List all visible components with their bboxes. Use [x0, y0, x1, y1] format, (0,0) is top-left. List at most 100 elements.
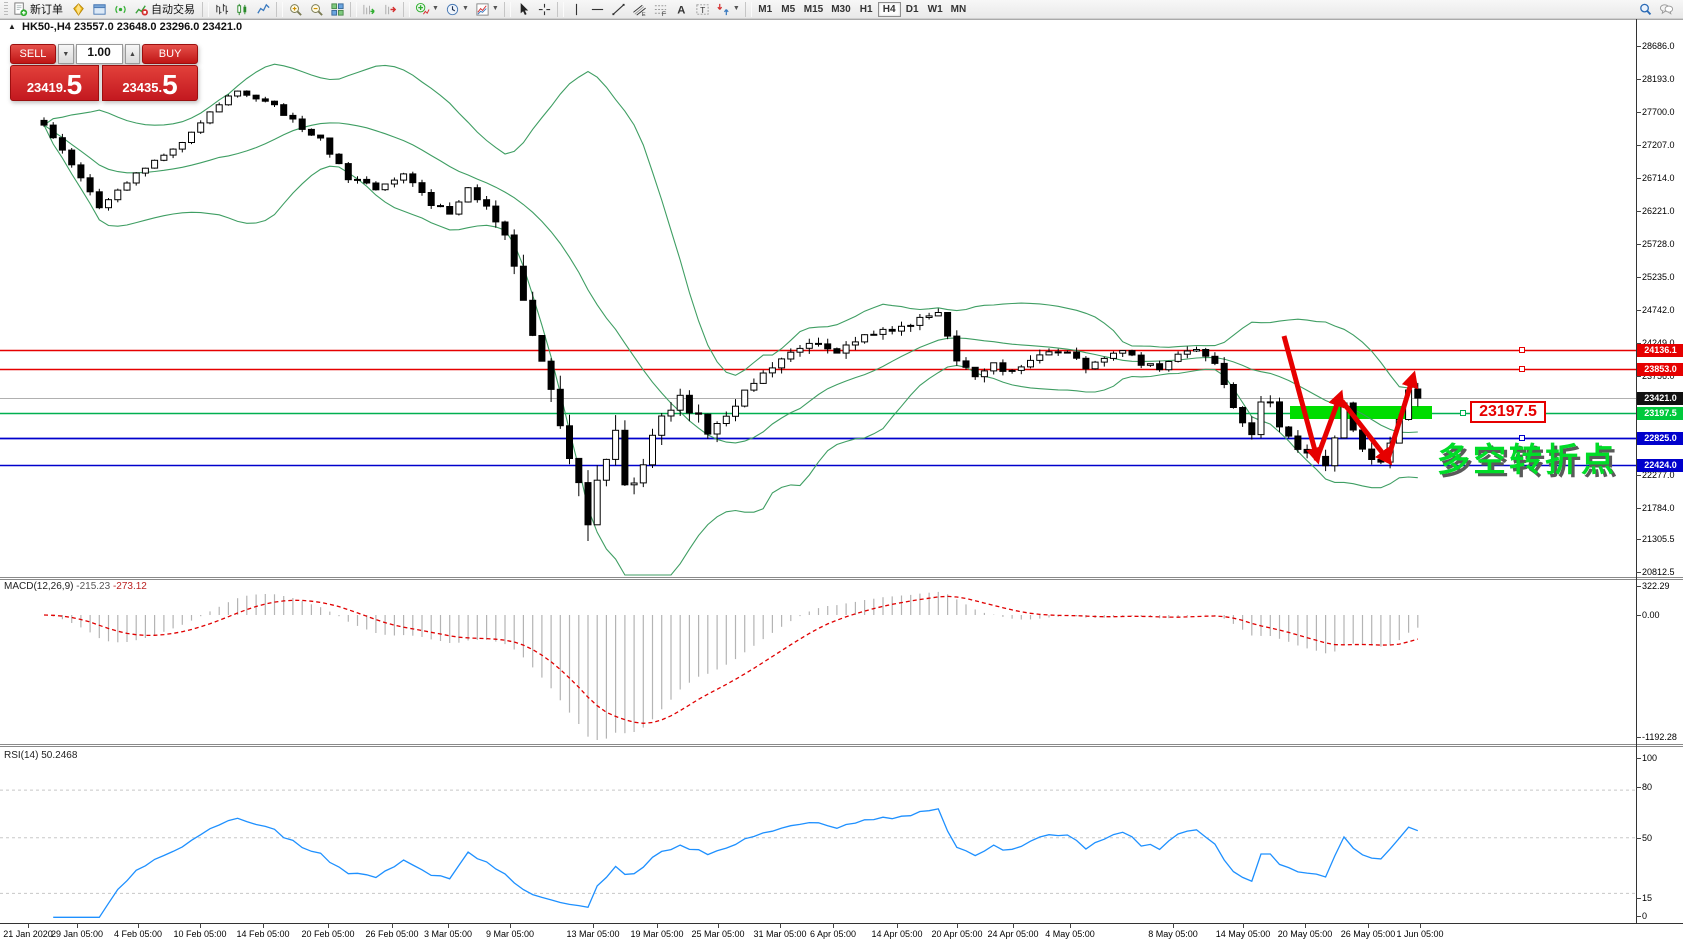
- toolbar-horizontal-line-button[interactable]: [587, 1, 608, 18]
- horizontal-line-icon: [591, 8, 603, 10]
- toolbar-equidistant-channel-button[interactable]: E: [629, 1, 650, 18]
- support-price-label: 23197.5: [1470, 401, 1546, 423]
- time-axis-tick: [657, 923, 658, 928]
- arrows-icon: [717, 3, 729, 15]
- rsi-line: [53, 808, 1419, 918]
- toolbar-symbols-button[interactable]: [68, 1, 89, 18]
- price-axis-tick: [1636, 178, 1641, 179]
- time-axis-label: 3 Mar 05:00: [423, 929, 473, 939]
- timeframe-h1-button[interactable]: H1: [859, 3, 873, 15]
- collapse-trade-panel-icon[interactable]: ▲: [8, 22, 16, 31]
- toolbar-text-button[interactable]: A: [671, 1, 692, 18]
- vertical-line-icon: [575, 3, 577, 15]
- price-axis-tick: [1636, 277, 1641, 278]
- price-axis-tick: [1636, 572, 1641, 573]
- time-axis-tick: [392, 923, 393, 928]
- toolbar-autotrading-button[interactable]: 自动交易: [131, 1, 200, 18]
- toolbar-indicators-button[interactable]: ▼: [412, 1, 442, 18]
- timeframe-w1-button[interactable]: W1: [927, 3, 943, 15]
- toolbar-chart-shift-button[interactable]: [380, 1, 401, 18]
- volume-increase-button[interactable]: ▲: [124, 44, 141, 64]
- zoom-out-icon: [311, 3, 323, 16]
- price-axis-label: 28686.0: [1642, 41, 1675, 51]
- rsi-axis-label: 80: [1642, 782, 1653, 792]
- toolbar-bar-chart-button[interactable]: [211, 1, 232, 18]
- sell-price-button[interactable]: 23419. 5: [10, 65, 99, 101]
- toolbar-search-button[interactable]: [1635, 1, 1656, 18]
- candlestick-chart-icon: [237, 3, 247, 15]
- toolbar-zoom-in-button[interactable]: [285, 1, 306, 18]
- time-axis-label: 31 Mar 05:00: [753, 929, 807, 939]
- buy-price-button[interactable]: 23435. 5: [102, 65, 198, 101]
- timeframe-m30-button[interactable]: M30: [831, 3, 851, 15]
- price-badge-24136.1: 24136.1: [1637, 343, 1683, 357]
- support-rectangle[interactable]: [1290, 406, 1432, 419]
- rsi-axis-label: 15: [1642, 893, 1653, 903]
- toolbar-chat-button[interactable]: [1656, 1, 1677, 18]
- time-axis-tick: [1173, 923, 1174, 928]
- time-axis-tick: [957, 923, 958, 928]
- time-axis-tick: [1013, 923, 1014, 928]
- toolbar-line-chart-button[interactable]: [253, 1, 274, 18]
- toolbar-trendline-button[interactable]: [608, 1, 629, 18]
- toolbar-periods-button[interactable]: ▼: [442, 1, 472, 18]
- time-axis-label: 29 Jan 05:00: [50, 929, 104, 939]
- equidistant-channel-icon: E: [632, 4, 646, 17]
- volume-decrease-button[interactable]: ▼: [57, 44, 74, 64]
- time-axis-tick: [448, 923, 449, 928]
- indicators-icon: [415, 2, 430, 14]
- time-axis-tick: [1305, 923, 1306, 928]
- time-axis-tick: [28, 923, 29, 928]
- timeframe-mn-button[interactable]: MN: [950, 3, 967, 15]
- time-axis-tick: [1070, 923, 1071, 928]
- toolbar-candlestick-chart-button[interactable]: [232, 1, 253, 18]
- rsi-axis-tick: [1636, 838, 1641, 839]
- buy-button[interactable]: BUY: [142, 44, 198, 64]
- toolbar-arrows-button[interactable]: ▼: [713, 1, 743, 18]
- time-axis-label: 8 May 05:00: [1148, 929, 1198, 939]
- toolbar-market-window-button[interactable]: [89, 1, 110, 18]
- svg-text:A: A: [677, 4, 685, 16]
- toolbar-vertical-line-button[interactable]: [566, 1, 587, 18]
- timeframe-h4-button[interactable]: H4: [877, 1, 901, 17]
- timeframe-d1-button[interactable]: D1: [905, 3, 919, 15]
- pane-frames: [0, 19, 1683, 924]
- trendline-icon: [612, 3, 625, 15]
- timeframe-m5-button[interactable]: M5: [781, 3, 796, 15]
- time-axis-label: 19 Mar 05:00: [630, 929, 684, 939]
- toolbar-crosshair-button[interactable]: [534, 1, 555, 18]
- bar-chart-icon: [216, 3, 229, 14]
- line-handles[interactable]: [1460, 347, 1525, 441]
- toolbar-tile-windows-button[interactable]: [327, 1, 348, 18]
- timeframe-m1-button[interactable]: M1: [758, 3, 773, 15]
- toolbar-auto-scroll-button[interactable]: [359, 1, 380, 18]
- timeframe-m15-button[interactable]: M15: [803, 3, 824, 15]
- volume-field[interactable]: 1.00: [75, 44, 123, 64]
- price-axis-label: 24742.0: [1642, 305, 1675, 315]
- zoom-in-icon: [290, 3, 302, 16]
- toolbar-signals-button[interactable]: [110, 1, 131, 18]
- time-axis-tick: [328, 923, 329, 928]
- svg-text:T: T: [700, 4, 705, 14]
- price-axis-tick: [1636, 244, 1641, 245]
- annotation-arrows[interactable]: [1281, 335, 1419, 466]
- toolbar-new-order-button[interactable]: 新订单: [10, 1, 68, 18]
- sell-button[interactable]: SELL: [10, 44, 56, 64]
- price-axis-label: 27207.0: [1642, 140, 1675, 150]
- time-axis-label: 6 Apr 05:00: [809, 929, 857, 939]
- time-axis-label: 14 May 05:00: [1215, 929, 1271, 939]
- toolbar-templates-button[interactable]: ▼: [472, 1, 502, 18]
- toolbar-cursor-button[interactable]: [513, 1, 534, 18]
- toolbar-fibonacci-button[interactable]: F: [650, 1, 671, 18]
- time-axis-tick: [1420, 923, 1421, 928]
- toolbar-separator: [503, 1, 511, 17]
- sell-price-small: 23419.: [26, 80, 67, 95]
- tile-windows-icon: [331, 2, 344, 16]
- time-axis-label: 1 Jun 05:00: [1396, 929, 1444, 939]
- toolbar-zoom-out-button[interactable]: [306, 1, 327, 18]
- line-chart-icon: [257, 3, 270, 14]
- toolbar-separator: [276, 1, 283, 17]
- time-axis-tick: [510, 923, 511, 928]
- toolbar-text-label-button[interactable]: T: [692, 1, 713, 18]
